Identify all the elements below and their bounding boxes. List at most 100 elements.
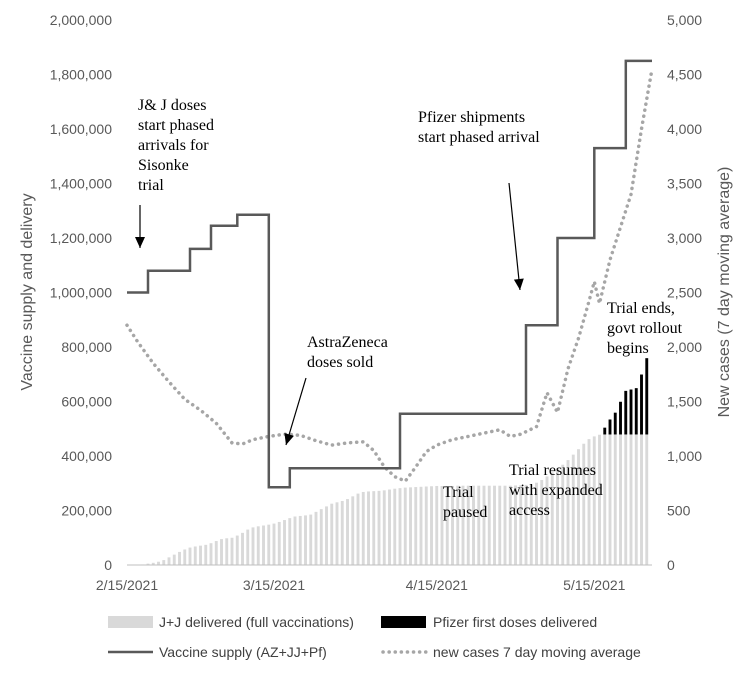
annotation-text: access (509, 502, 550, 519)
pfizer-bars (603, 358, 649, 435)
jj-bar (241, 532, 244, 565)
jj-bar (356, 493, 360, 565)
jj-bar (314, 511, 318, 565)
right-axis-title: New cases (7 day moving average) (716, 167, 733, 418)
supply-line (127, 59, 652, 489)
right-tick-label: 1,500 (667, 394, 702, 410)
jj-bar (498, 485, 502, 565)
right-tick-label: 2,500 (667, 285, 702, 301)
jj-bar (640, 434, 643, 565)
jj-bar (251, 527, 255, 565)
right-axis-ticks: 0 500 1,000 1,500 2,000 2,500 3,000 3,500 4,000 4… (667, 12, 702, 573)
annotation-text: paused (443, 504, 487, 521)
x-axis-ticks: 2/15/2021 3/15/2021 4/15/2021 5/15/2021 (96, 577, 626, 593)
jj-bar (351, 496, 355, 565)
legend-label: Vaccine supply (AZ+JJ+Pf) (159, 644, 327, 660)
left-axis-title: Vaccine supply and delivery (19, 193, 36, 390)
jj-bar (545, 476, 549, 565)
pfizer-bar (608, 419, 612, 435)
legend-label: Pfizer first doses delivered (433, 614, 597, 630)
jj-bar (592, 436, 596, 565)
jj-bar (535, 482, 538, 565)
jj-bar (209, 543, 213, 565)
jj-bar (645, 434, 649, 565)
left-tick-label: 2,000,000 (50, 12, 112, 28)
annotation-text: J& J doses (138, 97, 206, 114)
jj-bar (472, 485, 475, 565)
jj-bar (172, 554, 176, 565)
annotation-text: doses sold (307, 354, 373, 371)
jj-bar (267, 524, 271, 565)
jj-bar (214, 541, 218, 565)
jj-bar (372, 491, 376, 565)
annotation-arrow-shaft (508, 182, 521, 291)
jj-bar (608, 434, 612, 565)
jj-bar (461, 485, 465, 565)
jj-bar (256, 526, 260, 565)
jj-bar (603, 434, 607, 565)
jj-bar (262, 525, 265, 565)
jj-bar (188, 547, 192, 565)
jj-bar (514, 485, 517, 565)
right-tick-label: 4,500 (667, 67, 702, 83)
jj-bar (367, 491, 370, 565)
left-tick-label: 0 (104, 557, 112, 573)
jj-bar (456, 485, 460, 565)
jj-bar (419, 486, 423, 565)
annotation-arrow-head (513, 278, 524, 290)
jj-bar (634, 434, 638, 565)
jj-bar (335, 502, 339, 565)
annotation-text: govt rollout (607, 320, 683, 337)
pfizer-bar (645, 358, 649, 435)
pfizer-bar (613, 412, 617, 435)
x-tick-label: 3/15/2021 (243, 577, 305, 593)
jj-bar (393, 488, 397, 565)
jj-bar (482, 485, 486, 565)
jj-bar (540, 479, 544, 565)
jj-bar (582, 443, 586, 565)
legend-swatch (381, 616, 426, 628)
jj-bar (613, 434, 617, 565)
jj-bar (487, 485, 491, 565)
jj-bar (167, 557, 171, 565)
jj-bar (162, 560, 166, 565)
legend-label: J+J delivered (full vaccinations) (159, 614, 354, 630)
jj-bar (624, 434, 628, 565)
jj-bar (204, 544, 208, 565)
jj-bar (451, 485, 454, 565)
jj-bar (230, 537, 234, 565)
jj-bar (309, 514, 313, 565)
jj-bar (398, 488, 402, 565)
jj-bar (414, 487, 418, 565)
jj-bar (508, 485, 512, 565)
jj-bar (272, 523, 276, 565)
pfizer-bar (619, 401, 622, 435)
annotation-text: Pfizer shipments (418, 109, 525, 126)
x-tick-label: 4/15/2021 (406, 577, 468, 593)
left-tick-label: 1,200,000 (50, 230, 112, 246)
jj-bar (524, 484, 528, 565)
jj-bar (403, 487, 407, 565)
jj-bar (178, 551, 181, 565)
jj-bar (235, 535, 239, 565)
jj-bar (529, 484, 533, 565)
pfizer-bar (629, 389, 633, 435)
jj-bar (477, 485, 481, 565)
jj-bar (577, 449, 580, 565)
left-tick-label: 200,000 (61, 503, 112, 519)
jj-bar (246, 529, 250, 565)
jj-bar (304, 515, 307, 565)
annotation-text: with expanded (509, 482, 603, 499)
left-tick-label: 1,400,000 (50, 176, 112, 192)
jj-bar (619, 434, 622, 565)
jj-bar (298, 515, 302, 565)
jj-bar (629, 434, 633, 565)
pfizer-bar (640, 374, 643, 435)
pfizer-bar (634, 388, 638, 435)
legend: J+J delivered (full vaccinations) Pfizer … (108, 614, 641, 660)
left-tick-label: 1,800,000 (50, 67, 112, 83)
legend-label: new cases 7 day moving average (433, 644, 641, 660)
jj-bar (277, 521, 281, 565)
annotation-text: AstraZeneca (307, 334, 388, 351)
jj-bar (571, 454, 575, 565)
